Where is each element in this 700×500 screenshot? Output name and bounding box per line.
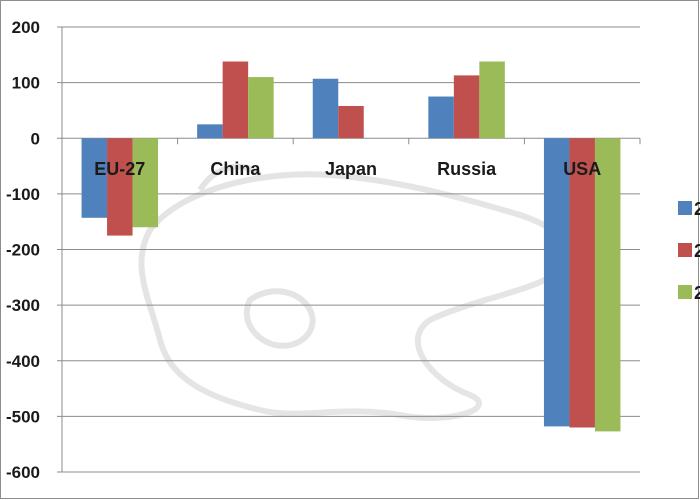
gridlines [61, 26, 641, 473]
y-tick-label: -500 [6, 407, 40, 426]
bar [222, 61, 249, 139]
bars-group [81, 61, 621, 432]
legend-swatch [678, 285, 692, 299]
bar [479, 61, 505, 139]
y-tick-label: -200 [6, 241, 40, 260]
category-label: EU-27 [94, 159, 145, 179]
bar [81, 138, 108, 218]
bar [312, 78, 339, 139]
category-label: Russia [437, 159, 497, 179]
category-label: USA [563, 159, 601, 179]
legend-label: 2 [694, 199, 700, 219]
y-tick-label: 0 [31, 129, 40, 148]
y-tick-label: -300 [6, 296, 40, 315]
bar [338, 105, 364, 139]
background-watermark [138, 163, 571, 421]
y-tick-label: -400 [6, 352, 40, 371]
category-label: China [210, 159, 261, 179]
bar [428, 96, 454, 139]
legend-label: 2 [694, 283, 700, 303]
y-tick-label: 100 [12, 74, 40, 93]
bar [197, 124, 223, 139]
category-labels: EU-27 China Japan Russia USA [94, 159, 601, 179]
legend-swatch [678, 243, 692, 257]
y-axis: 200 100 0 -100 -200 -300 -400 -500 -600 [6, 18, 63, 482]
y-tick-label: 200 [12, 18, 40, 37]
bar [107, 138, 133, 236]
category-label: Japan [325, 159, 377, 179]
bar [132, 138, 159, 228]
y-tick-label: -600 [6, 463, 40, 482]
bar [569, 138, 595, 428]
bar [248, 77, 274, 139]
y-tick-label: -100 [6, 185, 40, 204]
legend: 2 2 2 [678, 199, 700, 303]
legend-label: 2 [694, 241, 700, 261]
bar [453, 75, 480, 139]
bar [594, 138, 621, 432]
bar [543, 138, 570, 427]
legend-swatch [678, 201, 692, 215]
